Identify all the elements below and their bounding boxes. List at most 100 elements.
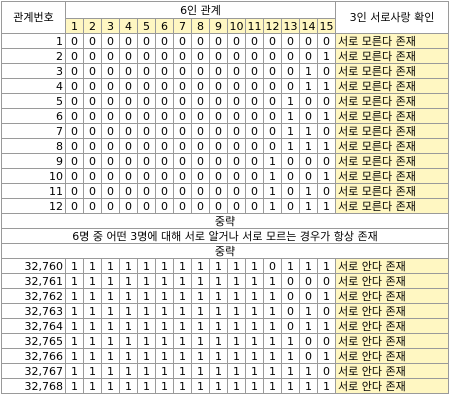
relation-bit-cell[interactable]: 0 xyxy=(191,183,210,199)
relation-bit-cell[interactable]: 0 xyxy=(65,183,84,199)
relation-bit-cell[interactable]: 0 xyxy=(281,63,300,79)
relation-bit-cell[interactable]: 0 xyxy=(263,48,282,64)
pair-index-header[interactable]: 9 xyxy=(209,18,228,34)
relation-bit-cell[interactable]: 1 xyxy=(263,288,282,304)
relation-bit-cell[interactable]: 0 xyxy=(317,123,336,139)
relation-bit-cell[interactable]: 0 xyxy=(83,33,102,49)
check-result-cell[interactable]: 서로 모른다 존재 xyxy=(335,108,449,124)
check-result-cell[interactable]: 서로 모른다 존재 xyxy=(335,168,449,184)
relation-bit-cell[interactable]: 0 xyxy=(155,78,174,94)
relation-bit-cell[interactable]: 1 xyxy=(209,303,228,319)
relation-bit-cell[interactable]: 1 xyxy=(281,108,300,124)
relation-bit-cell[interactable]: 0 xyxy=(299,273,318,289)
relation-bit-cell[interactable]: 1 xyxy=(317,108,336,124)
relation-bit-cell[interactable]: 0 xyxy=(209,123,228,139)
relation-bit-cell[interactable]: 0 xyxy=(191,123,210,139)
triple-check-header[interactable]: 3인 서로사랑 확인 xyxy=(335,1,449,34)
pair-index-header[interactable]: 10 xyxy=(227,18,246,34)
relation-bit-cell[interactable]: 0 xyxy=(65,138,84,154)
check-result-cell[interactable]: 서로 모른다 존재 xyxy=(335,123,449,139)
relation-bit-cell[interactable]: 1 xyxy=(137,363,156,379)
relation-bit-cell[interactable]: 1 xyxy=(299,303,318,319)
relation-bit-cell[interactable]: 0 xyxy=(83,198,102,214)
relation-bit-cell[interactable]: 0 xyxy=(227,168,246,184)
relation-bit-cell[interactable]: 1 xyxy=(191,348,210,364)
relation-bit-cell[interactable]: 0 xyxy=(191,153,210,169)
relation-bit-cell[interactable]: 0 xyxy=(155,153,174,169)
relation-bit-cell[interactable]: 0 xyxy=(83,93,102,109)
relation-bit-cell[interactable]: 0 xyxy=(83,153,102,169)
relation-bit-cell[interactable]: 1 xyxy=(119,273,138,289)
relation-bit-cell[interactable]: 0 xyxy=(299,108,318,124)
relation-number-cell[interactable]: 32,765 xyxy=(1,333,66,349)
relation-bit-cell[interactable]: 0 xyxy=(317,63,336,79)
relation-bit-cell[interactable]: 1 xyxy=(137,258,156,274)
relation-bit-cell[interactable]: 0 xyxy=(65,198,84,214)
relation-bit-cell[interactable]: 1 xyxy=(317,168,336,184)
relation-bit-cell[interactable]: 0 xyxy=(155,108,174,124)
relation-bit-cell[interactable]: 0 xyxy=(317,153,336,169)
six-person-relation-header[interactable]: 6인 관계 xyxy=(65,1,336,19)
relation-bit-cell[interactable]: 0 xyxy=(119,48,138,64)
relation-bit-cell[interactable]: 1 xyxy=(317,258,336,274)
check-result-cell[interactable]: 서로 모른다 존재 xyxy=(335,183,449,199)
relation-bit-cell[interactable]: 1 xyxy=(83,348,102,364)
relation-bit-cell[interactable]: 1 xyxy=(281,93,300,109)
relation-bit-cell[interactable]: 0 xyxy=(209,108,228,124)
relation-number-cell[interactable]: 32,767 xyxy=(1,363,66,379)
relation-bit-cell[interactable]: 0 xyxy=(281,33,300,49)
relation-bit-cell[interactable]: 0 xyxy=(299,33,318,49)
relation-bit-cell[interactable]: 0 xyxy=(227,93,246,109)
relation-bit-cell[interactable]: 1 xyxy=(137,288,156,304)
relation-bit-cell[interactable]: 1 xyxy=(83,378,102,394)
relation-bit-cell[interactable]: 1 xyxy=(299,78,318,94)
relation-bit-cell[interactable]: 0 xyxy=(137,93,156,109)
relation-bit-cell[interactable]: 0 xyxy=(317,333,336,349)
note-cell[interactable]: 6명 중 어떤 3명에 대해 서로 알거나 서로 모르는 경우가 항상 존재 xyxy=(1,228,449,244)
relation-bit-cell[interactable]: 0 xyxy=(281,318,300,334)
relation-bit-cell[interactable]: 1 xyxy=(101,363,120,379)
relation-bit-cell[interactable]: 1 xyxy=(137,378,156,394)
relation-bit-cell[interactable]: 0 xyxy=(137,108,156,124)
relation-bit-cell[interactable]: 0 xyxy=(137,198,156,214)
check-result-cell[interactable]: 서로 안다 존재 xyxy=(335,273,449,289)
relation-bit-cell[interactable]: 1 xyxy=(227,333,246,349)
relation-bit-cell[interactable]: 0 xyxy=(281,153,300,169)
check-result-cell[interactable]: 서로 안다 존재 xyxy=(335,303,449,319)
relation-bit-cell[interactable]: 1 xyxy=(173,318,192,334)
relation-bit-cell[interactable]: 1 xyxy=(101,303,120,319)
relation-bit-cell[interactable]: 0 xyxy=(191,78,210,94)
relation-bit-cell[interactable]: 0 xyxy=(245,168,264,184)
relation-bit-cell[interactable]: 0 xyxy=(83,138,102,154)
relation-bit-cell[interactable]: 1 xyxy=(263,273,282,289)
relation-bit-cell[interactable]: 0 xyxy=(209,183,228,199)
relation-bit-cell[interactable]: 0 xyxy=(281,78,300,94)
relation-bit-cell[interactable]: 1 xyxy=(245,273,264,289)
ellipsis-cell[interactable]: 중략 xyxy=(1,213,449,229)
relation-bit-cell[interactable]: 1 xyxy=(227,303,246,319)
relation-bit-cell[interactable]: 1 xyxy=(101,288,120,304)
relation-bit-cell[interactable]: 0 xyxy=(209,138,228,154)
relation-bit-cell[interactable]: 0 xyxy=(191,198,210,214)
relation-bit-cell[interactable]: 0 xyxy=(245,48,264,64)
relation-bit-cell[interactable]: 0 xyxy=(263,108,282,124)
check-result-cell[interactable]: 서로 안다 존재 xyxy=(335,258,449,274)
relation-bit-cell[interactable]: 0 xyxy=(119,33,138,49)
relation-bit-cell[interactable]: 0 xyxy=(83,183,102,199)
relation-bit-cell[interactable]: 0 xyxy=(119,93,138,109)
relation-bit-cell[interactable]: 1 xyxy=(281,363,300,379)
relation-bit-cell[interactable]: 1 xyxy=(209,258,228,274)
check-result-cell[interactable]: 서로 모른다 존재 xyxy=(335,93,449,109)
relation-number-cell[interactable]: 9 xyxy=(1,153,66,169)
relation-bit-cell[interactable]: 0 xyxy=(137,168,156,184)
relation-bit-cell[interactable]: 0 xyxy=(317,273,336,289)
relation-bit-cell[interactable]: 0 xyxy=(299,48,318,64)
relation-bit-cell[interactable]: 1 xyxy=(281,123,300,139)
relation-bit-cell[interactable]: 0 xyxy=(281,48,300,64)
relation-bit-cell[interactable]: 1 xyxy=(299,258,318,274)
relation-number-cell[interactable]: 5 xyxy=(1,93,66,109)
relation-bit-cell[interactable]: 0 xyxy=(173,198,192,214)
relation-bit-cell[interactable]: 0 xyxy=(83,78,102,94)
relation-bit-cell[interactable]: 1 xyxy=(191,318,210,334)
relation-bit-cell[interactable]: 0 xyxy=(173,63,192,79)
